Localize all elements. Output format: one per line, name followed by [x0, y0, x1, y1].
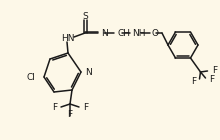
- Text: NH: NH: [132, 29, 145, 38]
- Text: CH: CH: [117, 29, 130, 38]
- Text: HN: HN: [61, 33, 75, 43]
- Text: F: F: [209, 75, 215, 85]
- Text: N: N: [85, 67, 92, 76]
- Text: F: F: [68, 110, 73, 119]
- Text: N: N: [101, 29, 108, 38]
- Text: F: F: [83, 103, 88, 113]
- Text: F: F: [52, 103, 57, 113]
- Text: Cl: Cl: [26, 73, 35, 81]
- Text: O: O: [152, 29, 159, 38]
- Text: S: S: [82, 11, 88, 20]
- Text: F: F: [191, 78, 196, 87]
- Text: F: F: [213, 66, 218, 75]
